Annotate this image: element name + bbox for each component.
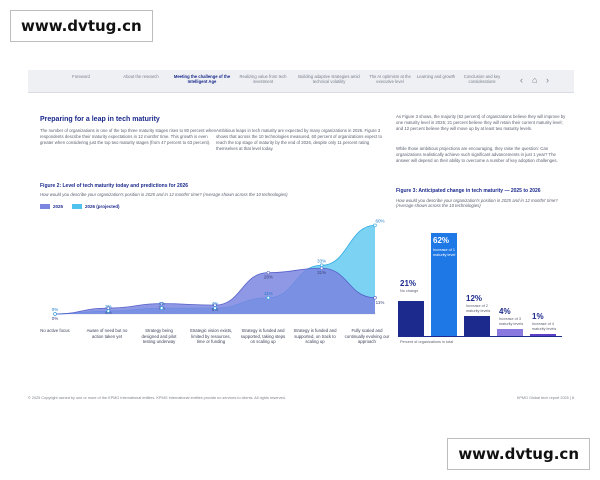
nav-item-learning[interactable]: Learning and growth [416,74,456,79]
bar-value-1: 62% [433,235,450,245]
bar-label-3: Increase of 3 maturity levels [499,317,524,327]
point-2025-6 [373,296,377,300]
point-2025-4 [266,270,271,275]
bar-label-4: Increase of 4 maturity levels [532,322,557,331]
category-label-3: Strategic vision exists, limited by reso… [189,328,233,344]
bar-value-0: 21% [400,279,417,289]
point-2026-3 [213,306,217,310]
point-2026-2 [159,306,164,310]
data-label-2026-5: 33% [317,258,326,263]
category-label-5: Strategy is funded and supported, on tra… [293,328,337,344]
data-label-2026-1: 2% [105,304,112,309]
bar-3 [497,329,523,336]
point-2026-4 [266,296,271,300]
nav-item-about[interactable]: About the research [123,74,159,79]
nav-item-realizing-value[interactable]: Realizing value from tech investment [239,74,287,84]
figure3-subtitle: How would you describe your organization… [396,198,558,208]
point-2026-5 [319,263,324,267]
maturity-change-bar-chart: 21% No change 62% Increase of 1 maturity le… [398,220,568,338]
data-label-2026-0: 0% [52,307,59,312]
bar-0 [398,301,424,336]
home-icon[interactable]: ⌂ [532,75,538,85]
point-2025-5 [319,266,324,270]
category-label-6: Fully scaled and continually evolving ou… [344,328,390,344]
bar-axis [398,336,562,337]
section-paragraph-3: As Figure 3 shows, the majority (62 perc… [396,114,566,131]
data-label-2026-6: 60% [375,218,384,223]
point-2026-1 [106,309,111,313]
point-2025-2 [159,301,164,306]
bar-value-3: 4% [499,307,511,317]
area-series-2025 [55,268,375,314]
next-icon[interactable]: › [546,75,549,85]
data-label-2025-4: 28% [264,275,273,280]
category-label-4: Strategy is funded and supported, taking… [240,328,286,344]
figure3-title: Figure 3: Anticipated change in tech mat… [396,188,541,194]
watermark-top: www.dvtug.cn [10,10,153,42]
nav-item-conclusion[interactable]: Conclusion and key considerations [463,74,501,84]
section-paragraph-1: The number of organizations in one of th… [40,128,217,145]
footer-copyright: © 2025 Copyright owned by one or more of… [28,396,286,400]
bar-label-1: Increase of 1 maturity level [433,247,456,257]
legend-2025: 2025 [40,204,63,210]
bar-label-2: Increase of 2 maturity levels [466,304,491,314]
point-2026-0 [53,312,57,316]
footer-page-number: KPMG Global tech report 2025 | 8 [516,396,574,400]
data-label-2025-0: 0% [52,316,59,320]
section-paragraph-2: Ambitious leaps in tech maturity are exp… [216,128,383,151]
section-paragraph-4: While those ambitious projections are en… [396,146,558,163]
data-label-2025-6: 11% [376,300,385,305]
section-title: Preparing for a leap in tech maturity [40,116,160,123]
nav-item-adaptive-strategies[interactable]: Building adaptive strategies amid techni… [298,74,360,84]
data-label-2026-4: 11% [264,291,273,296]
top-navigation: Foreword About the research Meeting the … [28,70,574,93]
bar-value-4: 1% [532,312,544,321]
legend-2026: 2026 (projected) [72,204,120,210]
report-page: Foreword About the research Meeting the … [28,70,574,408]
category-label-2: Strategy being designed and pilot testin… [141,328,177,344]
figure2-title: Figure 2: Level of tech maturity today a… [40,183,189,189]
point-2026-6 [373,223,377,228]
tech-maturity-area-chart: 0%4%7%6%28%31%11%0%2%4%4%11%33%60% [52,218,385,320]
category-label-0: No active focus [40,328,70,333]
data-label-2025-5: 31% [317,270,326,275]
category-label-1: Aware of need but no action taken yet [86,328,128,339]
figure2-subtitle: How would you describe your organization… [40,192,288,197]
figure3-caption: Percent of organizations in total [400,340,454,344]
bar-1 [431,232,457,336]
data-label-2026-3: 4% [212,301,219,306]
bar-4 [530,334,556,336]
bar-2 [464,316,490,336]
nav-item-meeting-challenge[interactable]: Meeting the challenge of the Intelligent… [173,74,231,84]
prev-icon[interactable]: ‹ [520,75,523,85]
watermark-bottom: www.dvtug.cn [447,438,590,470]
bar-label-0: No change [400,289,419,294]
data-label-2026-2: 4% [158,301,165,306]
nav-item-foreword[interactable]: Foreword [72,74,90,79]
nav-item-ai-optimism[interactable]: The AI optimism at the executive level [369,74,411,84]
bar-value-2: 12% [466,294,483,304]
